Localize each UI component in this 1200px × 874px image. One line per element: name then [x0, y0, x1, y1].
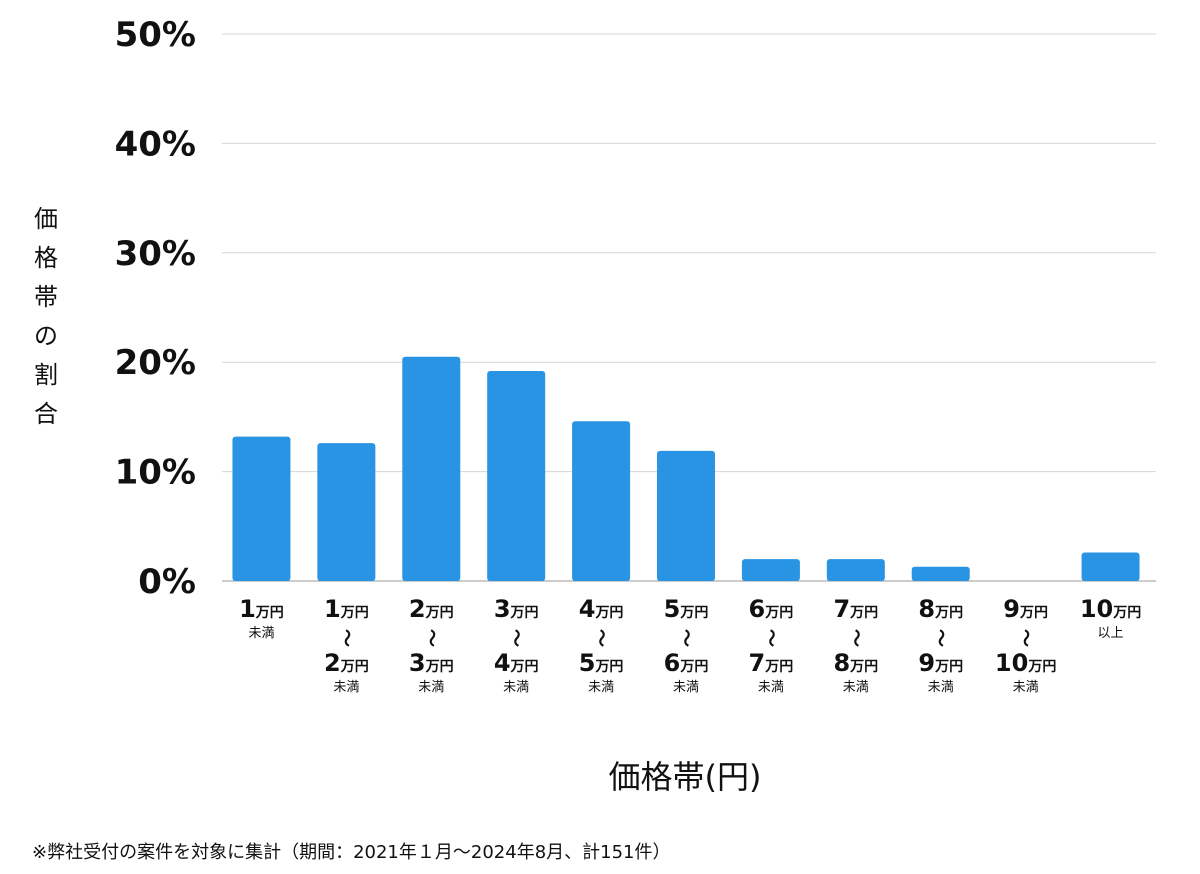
x-tick-tilde: 〜 [590, 629, 611, 647]
x-tick-label: 1万円 [239, 595, 284, 623]
bars [232, 356, 1140, 581]
x-tick-note: 未満 [588, 680, 614, 695]
x-axis-ticks: 1万円未満1万円〜2万円未満2万円〜3万円未満3万円〜4万円未満4万円〜5万円未… [239, 595, 1141, 695]
x-tick-label: 4万円 [494, 649, 539, 677]
x-axis-label: 価格帯(円) [608, 758, 762, 796]
x-tick-label: 5万円 [579, 649, 624, 677]
bar [1081, 552, 1140, 581]
x-tick-note: 未満 [928, 680, 954, 695]
x-tick-tilde: 〜 [760, 629, 781, 647]
y-tick-label: 50% [115, 15, 196, 55]
x-tick-note: 以上 [1098, 626, 1124, 641]
x-tick-tilde: 〜 [505, 629, 526, 647]
bar [402, 356, 461, 581]
x-tick-note: 未満 [843, 680, 869, 695]
y-axis-label: 価格帯の割合 [34, 205, 58, 428]
x-tick-tilde: 〜 [675, 629, 696, 647]
y-tick-label: 20% [115, 343, 196, 383]
x-tick-label: 6万円 [749, 595, 794, 623]
x-tick-label: 2万円 [324, 649, 369, 677]
x-tick-note: 未満 [503, 680, 529, 695]
y-tick-label: 10% [115, 453, 196, 493]
x-tick-note: 未満 [758, 680, 784, 695]
x-tick-label: 4万円 [579, 595, 624, 623]
y-axis-ticks: 0% 10% 20% 30% 40% 50% [115, 15, 196, 602]
x-tick-label: 9万円 [1003, 595, 1048, 623]
x-tick-label: 7万円 [833, 595, 878, 623]
x-tick-label: 3万円 [409, 649, 454, 677]
y-tick-label: 0% [138, 562, 196, 602]
x-tick-label: 2万円 [409, 595, 454, 623]
y-tick-label: 40% [115, 124, 196, 164]
footnote: ※弊社受付の案件を対象に集計（期間：2021年１月〜2024年8月、計151件） [32, 842, 671, 863]
x-tick-tilde: 〜 [845, 629, 866, 647]
bar [572, 421, 631, 581]
x-tick-tilde: 〜 [335, 629, 356, 647]
x-tick-note: 未満 [333, 680, 359, 695]
bar [741, 559, 800, 581]
x-tick-label: 3万円 [494, 595, 539, 623]
bar [487, 370, 546, 581]
bar [232, 436, 291, 581]
x-tick-label: 10万円 [995, 649, 1056, 677]
x-tick-note: 未満 [673, 680, 699, 695]
x-tick-label: 1万円 [324, 595, 369, 623]
x-tick-label: 10万円 [1080, 595, 1141, 623]
bar [657, 450, 715, 581]
x-tick-tilde: 〜 [930, 629, 951, 647]
x-tick-label: 5万円 [664, 595, 709, 623]
y-tick-label: 30% [115, 234, 196, 274]
x-tick-note: 未満 [1013, 680, 1039, 695]
x-tick-note: 未満 [418, 680, 444, 695]
gridlines [222, 33, 1156, 582]
x-tick-tilde: 〜 [1015, 629, 1036, 647]
x-tick-label: 8万円 [918, 595, 963, 623]
x-tick-label: 7万円 [749, 649, 794, 677]
bar [826, 559, 885, 581]
bar [911, 566, 970, 581]
x-tick-label: 6万円 [664, 649, 709, 677]
x-tick-label: 8万円 [833, 649, 878, 677]
x-tick-tilde: 〜 [420, 629, 441, 647]
x-tick-note: 未満 [248, 626, 274, 641]
x-tick-label: 9万円 [918, 649, 963, 677]
bar [317, 443, 376, 581]
